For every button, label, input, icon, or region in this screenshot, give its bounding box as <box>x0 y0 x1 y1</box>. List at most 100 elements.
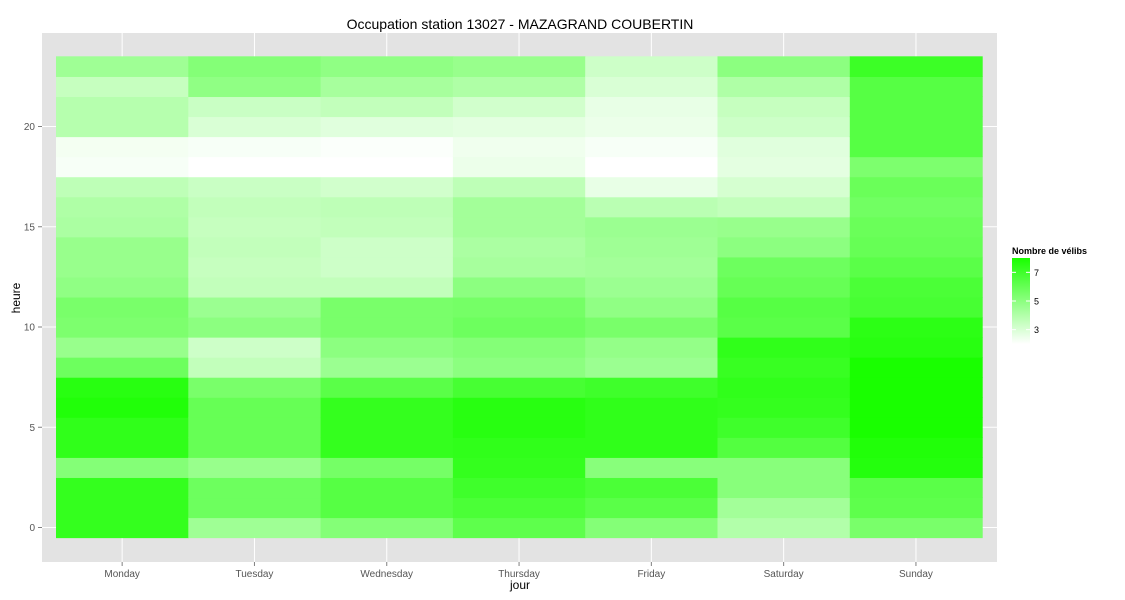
heatmap-cell <box>188 96 322 118</box>
heatmap-cell <box>452 417 586 438</box>
heatmap-cell <box>849 176 983 198</box>
heatmap-cell <box>849 357 983 378</box>
heatmap-cell <box>56 136 189 158</box>
heatmap-cell <box>717 296 851 318</box>
heatmap-cell <box>585 276 719 298</box>
heatmap-cell <box>188 377 322 398</box>
heatmap-cell <box>452 457 586 478</box>
legend-ticks: 3 5 7 <box>1012 268 1039 335</box>
x-axis: Monday Tuesday Wednesday Thursday Friday Satu… <box>104 562 933 580</box>
heatmap-cell <box>56 176 189 198</box>
heatmap-cell <box>849 56 983 77</box>
heatmap-cell <box>717 156 851 178</box>
heatmap-cell <box>452 116 586 138</box>
legend: Nombre de vélibs 3 5 7 <box>1012 246 1087 344</box>
heatmap-cell <box>849 397 983 418</box>
heatmap-cell <box>585 156 719 178</box>
heatmap-cell <box>188 196 322 218</box>
heatmap-cell <box>56 76 189 98</box>
heatmap-cell <box>452 316 586 338</box>
legend-tick-label: 7 <box>1034 268 1039 278</box>
heatmap-cell <box>320 357 454 378</box>
heatmap-cell <box>188 256 322 278</box>
heatmap-cell <box>56 296 189 318</box>
heatmap-cell <box>717 176 851 198</box>
heatmap-cell <box>717 216 851 238</box>
y-tick-label: 15 <box>24 222 36 233</box>
heatmap-cell <box>188 276 322 298</box>
heatmap-cell <box>585 337 719 358</box>
heatmap-cell <box>188 497 322 519</box>
heatmap-cell <box>849 337 983 358</box>
heatmap-cell <box>188 116 322 138</box>
heatmap-cell <box>717 116 851 138</box>
heatmap-cell <box>188 56 322 77</box>
heatmap-cell <box>849 457 983 478</box>
legend-tick-label: 5 <box>1034 297 1039 307</box>
heatmap-cell <box>452 216 586 238</box>
heatmap-cell <box>188 357 322 378</box>
heatmap-cell <box>717 397 851 418</box>
heatmap-cell <box>188 216 322 238</box>
legend-colorbar <box>1012 258 1030 344</box>
x-tick-label: Friday <box>637 569 665 580</box>
heatmap-cell <box>320 96 454 118</box>
x-tick-label: Tuesday <box>235 569 273 580</box>
heatmap-cell <box>56 216 189 238</box>
heatmap-cell <box>188 457 322 478</box>
y-tick-label: 0 <box>29 523 35 534</box>
heatmap-cell <box>717 76 851 98</box>
heatmap-cell <box>188 477 322 499</box>
heatmap-cell <box>320 176 454 198</box>
heatmap-cell <box>452 256 586 278</box>
heatmap-cell <box>849 156 983 178</box>
heatmap-cell <box>56 437 189 458</box>
heatmap-cell <box>585 176 719 198</box>
heatmap-cell <box>320 156 454 178</box>
heatmap-cell <box>849 96 983 118</box>
heatmap-tiles <box>56 56 983 539</box>
heatmap-cell <box>585 437 719 458</box>
heatmap-cell <box>717 377 851 398</box>
heatmap-cell <box>320 337 454 358</box>
heatmap-cell <box>849 76 983 98</box>
heatmap-cell <box>585 136 719 158</box>
heatmap-cell <box>717 437 851 458</box>
heatmap-cell <box>849 276 983 298</box>
heatmap-cell <box>188 176 322 198</box>
heatmap-cell <box>188 417 322 438</box>
heatmap-cell <box>452 357 586 378</box>
heatmap-cell <box>849 377 983 398</box>
heatmap-cell <box>320 437 454 458</box>
heatmap-cell <box>717 316 851 338</box>
heatmap-cell <box>56 156 189 178</box>
heatmap-cell <box>188 337 322 358</box>
heatmap-cell <box>320 316 454 338</box>
heatmap-cell <box>849 296 983 318</box>
heatmap-cell <box>56 477 189 499</box>
heatmap-cell <box>452 96 586 118</box>
heatmap-cell <box>585 316 719 338</box>
chart-title: Occupation station 13027 - MAZAGRAND COU… <box>347 16 694 32</box>
heatmap-cell <box>56 457 189 478</box>
heatmap-cell <box>849 196 983 218</box>
heatmap-cell <box>56 397 189 418</box>
x-tick-label: Thursday <box>498 569 540 580</box>
heatmap-cell <box>56 337 189 358</box>
heatmap-cell <box>320 377 454 398</box>
heatmap-cell <box>452 517 586 539</box>
heatmap-cell <box>717 337 851 358</box>
heatmap-cell <box>320 236 454 258</box>
heatmap-cell <box>188 136 322 158</box>
heatmap-cell <box>320 116 454 138</box>
heatmap-cell <box>320 517 454 539</box>
heatmap-cell <box>320 477 454 499</box>
heatmap-cell <box>452 397 586 418</box>
heatmap-cell <box>585 256 719 278</box>
heatmap-cell <box>188 397 322 418</box>
heatmap-cell <box>717 457 851 478</box>
heatmap-cell <box>585 477 719 499</box>
heatmap-cell <box>849 136 983 158</box>
heatmap-cell <box>56 236 189 258</box>
